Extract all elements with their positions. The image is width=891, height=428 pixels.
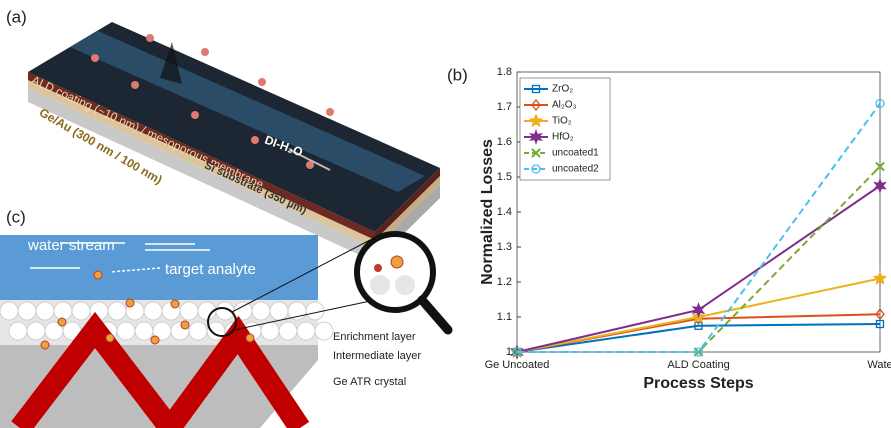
panel-label: (c) — [6, 207, 26, 226]
sphere — [135, 322, 153, 340]
magnifier-handle — [422, 300, 448, 330]
sphere — [18, 302, 36, 320]
pore — [395, 275, 415, 295]
legend-label: uncoated2 — [552, 164, 599, 175]
chart: 1 1.1 1.2 1.3 1.4 1.5 1.6 1.7 1.8 Ge Uncoated ALD … — [479, 66, 891, 392]
legend-label: TiO₂ — [552, 116, 572, 127]
sphere — [36, 302, 54, 320]
sphere — [207, 322, 225, 340]
legend-label: uncoated1 — [552, 148, 599, 159]
stream-label: water stream — [27, 237, 115, 254]
sphere — [252, 302, 270, 320]
y-axis-label: Normalized Losses — [479, 139, 496, 285]
analyte-label: target analyte — [165, 261, 256, 278]
sphere — [297, 322, 315, 340]
sphere — [288, 302, 306, 320]
sphere — [261, 322, 279, 340]
sphere — [315, 322, 333, 340]
y-tick-label: 1 — [506, 346, 512, 358]
sphere — [270, 302, 288, 320]
sphere — [279, 322, 297, 340]
legend-label: Al₂O₃ — [552, 100, 577, 111]
y-tick-label: 1.6 — [497, 136, 512, 148]
analyte-zoom — [374, 264, 382, 272]
y-tick-label: 1.2 — [497, 276, 512, 288]
sphere — [234, 302, 252, 320]
layer-label: Enrichment layer — [333, 331, 416, 343]
sphere — [189, 322, 207, 340]
sphere — [117, 322, 135, 340]
sphere — [0, 302, 18, 320]
y-tick-label: 1.7 — [497, 101, 512, 113]
figure: (a) ALD coating (~10 nm) / mesoporous me… — [0, 0, 891, 428]
pore — [370, 275, 390, 295]
legend-label: ZrO₂ — [552, 84, 573, 95]
layer-label: Intermediate layer — [333, 350, 421, 362]
x-tick-label: Ge Uncoated — [485, 359, 550, 371]
legend-label: HfO₂ — [552, 132, 574, 143]
y-tick-label: 1.4 — [497, 206, 512, 218]
y-tick-label: 1.1 — [497, 311, 512, 323]
sphere — [9, 322, 27, 340]
panel-label: (a) — [6, 7, 27, 26]
sphere — [108, 302, 126, 320]
analyte-zoom — [391, 256, 403, 268]
sphere — [54, 302, 72, 320]
y-tick-label: 1.8 — [497, 66, 512, 78]
x-tick-label: Wate — [867, 359, 891, 371]
x-axis-label: Process Steps — [643, 375, 753, 392]
sphere — [144, 302, 162, 320]
y-tick-label: 1.3 — [497, 241, 512, 253]
sphere — [27, 322, 45, 340]
x-tick-label: ALD Coating — [667, 359, 729, 371]
y-tick-label: 1.5 — [497, 171, 512, 183]
sphere — [180, 302, 198, 320]
sphere — [72, 302, 90, 320]
layer-label: Ge ATR crystal — [333, 376, 406, 388]
panel-label: (b) — [447, 65, 468, 84]
